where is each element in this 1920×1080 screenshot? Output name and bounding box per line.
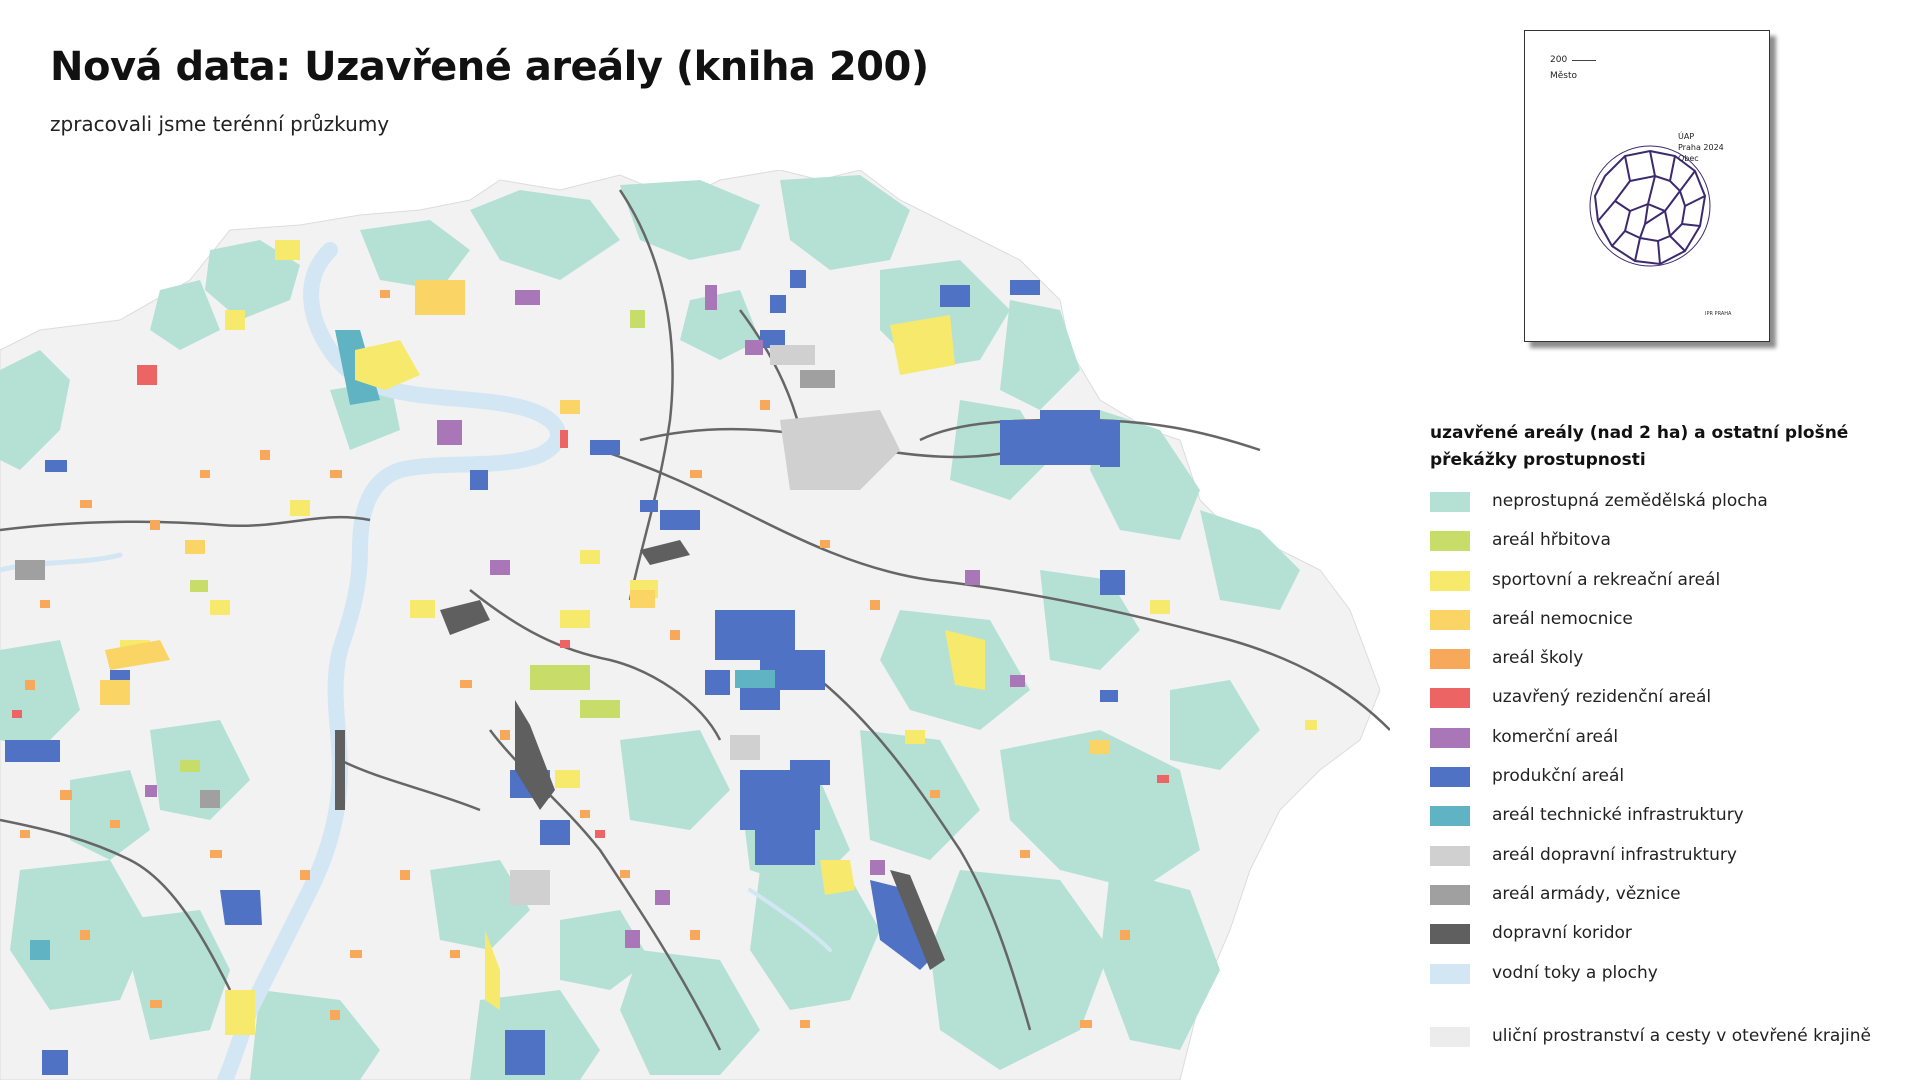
legend-label: sportovní a rekreační areál (1492, 569, 1721, 590)
transport-corridors (0, 189, 1390, 1051)
legend-item: sportovní a rekreační areál (1430, 567, 1910, 606)
book-publisher-info: ÚAP Praha 2024 Obec (1678, 131, 1724, 164)
legend-swatch (1430, 649, 1470, 670)
legend-label: neprostupná zemědělská plocha (1492, 491, 1768, 511)
book-publisher-line3: Obec (1678, 154, 1699, 163)
legend-item: uzavřený rezidenční areál (1430, 684, 1910, 723)
legend-label: uliční prostranství a cesty v otevřené k… (1492, 1025, 1871, 1046)
legend-item: vodní toky a plochy (1430, 960, 1910, 999)
legend-swatch (1430, 845, 1470, 866)
legend-item: produkční areál (1430, 763, 1910, 802)
page-title: Nová data: Uzavřené areály (kniha 200) (50, 44, 929, 90)
legend-label: areál školy (1492, 648, 1584, 669)
legend-item: areál armády, věznice (1430, 881, 1910, 920)
sport-recreation-areas (120, 240, 1317, 1035)
dark-corridors (335, 540, 945, 970)
legend-item-street: uliční prostranství a cesty v otevřené k… (1430, 1023, 1910, 1062)
book-number: 200 (1550, 55, 1568, 65)
legend-swatch (1430, 531, 1470, 552)
legend-swatch (1430, 806, 1470, 827)
legend-swatch (1430, 1026, 1470, 1047)
book-network-graphic (1589, 145, 1711, 267)
legend-item: areál hřbitova (1430, 527, 1910, 566)
legend-label: areál hřbitova (1492, 530, 1611, 551)
legend-label: areál armády, věznice (1492, 883, 1681, 904)
legend-items: neprostupná zemědělská plocha areál hřbit… (1430, 488, 1910, 999)
legend-item: komerční areál (1430, 724, 1910, 763)
legend-label: areál technické infrastruktury (1492, 805, 1744, 826)
book-publisher-line2: Praha 2024 (1678, 143, 1724, 152)
prague-map[interactable] (0, 170, 1390, 1080)
army-prison-areas (15, 370, 835, 808)
legend-label: komerční areál (1492, 726, 1619, 747)
legend-swatch (1430, 767, 1470, 788)
legend-item: areál dopravní infrastruktury (1430, 842, 1910, 881)
residential-areas (12, 365, 1169, 838)
legend-item: neprostupná zemědělská plocha (1430, 488, 1910, 527)
agricultural-areas (0, 175, 1300, 1080)
book-logo: IPR PRAHA (1705, 311, 1732, 317)
rivers-and-water (0, 242, 832, 1080)
legend-heading: uzavřené areály (nad 2 ha) a ostatní plo… (1430, 423, 1849, 470)
school-areas (20, 290, 1130, 1028)
page-subtitle: zpracovali jsme terénní průzkumy (50, 112, 390, 136)
book-number-rule (1572, 60, 1596, 61)
legend-item: areál nemocnice (1430, 606, 1910, 645)
book-city-label: Město (1550, 71, 1578, 81)
legend-item: dopravní koridor (1430, 920, 1910, 959)
cemetery-areas (180, 310, 645, 772)
legend-label: areál dopravní infrastruktury (1492, 844, 1737, 865)
legend-swatch (1430, 963, 1470, 984)
legend-label: uzavřený rezidenční areál (1492, 687, 1712, 708)
legend-swatch (1430, 570, 1470, 591)
legend-label: produkční areál (1492, 766, 1625, 787)
legend-item: areál školy (1430, 645, 1910, 684)
legend-swatch (1430, 492, 1470, 512)
transport-infrastructure-areas (510, 345, 900, 905)
legend-swatch (1430, 609, 1470, 630)
commercial-areas (145, 285, 1025, 948)
legend-label: dopravní koridor (1492, 923, 1632, 944)
legend-swatch (1430, 688, 1470, 709)
hospital-areas (100, 280, 1110, 754)
legend-swatch (1430, 727, 1470, 748)
legend-swatch (1430, 924, 1470, 945)
legend-item: areál technické infrastruktury (1430, 802, 1910, 841)
book-cover-image: 200 Město (1524, 30, 1770, 342)
legend-label: vodní toky a plochy (1492, 962, 1658, 983)
book-publisher-line1: ÚAP (1678, 132, 1695, 141)
legend-label: areál nemocnice (1492, 608, 1633, 629)
legend-swatch (1430, 884, 1470, 905)
map-legend: uzavřené areály (nad 2 ha) a ostatní plo… (1430, 420, 1910, 1062)
